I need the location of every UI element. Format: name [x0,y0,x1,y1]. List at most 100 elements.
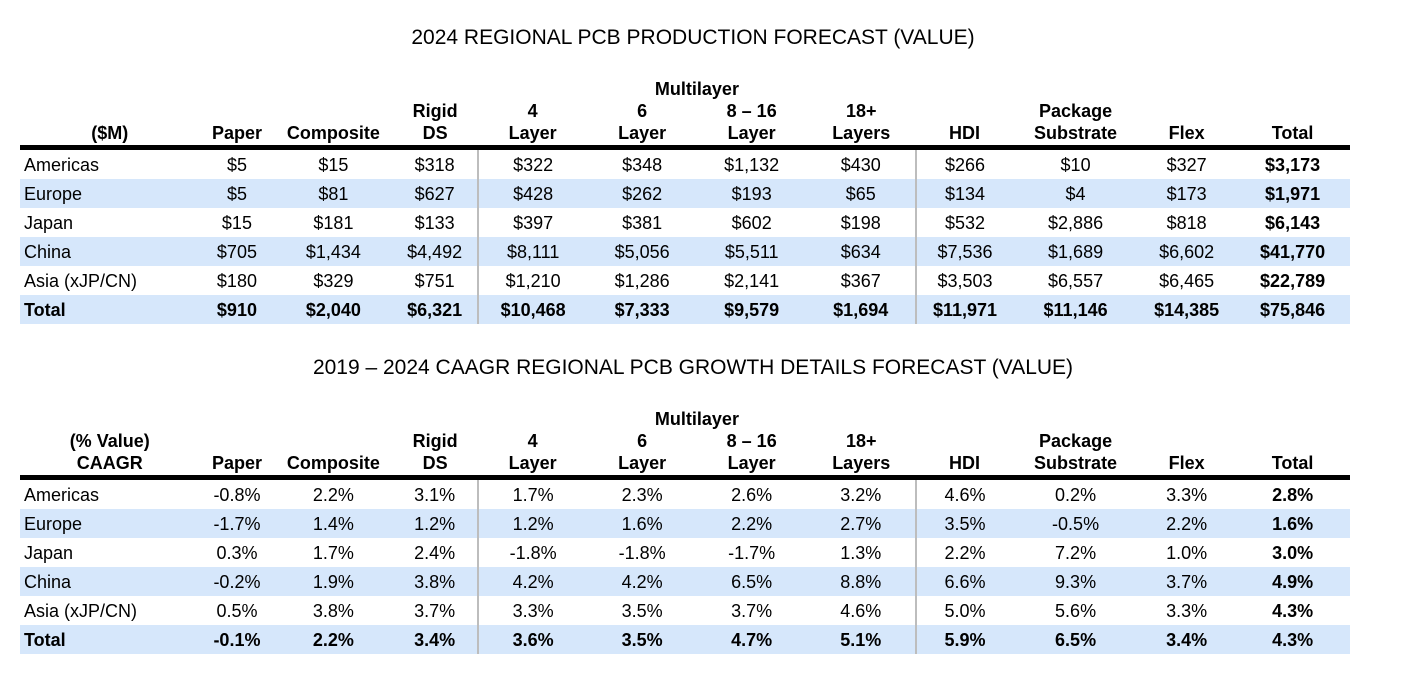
multilayer-group-header: Multilayer [654,79,739,99]
cell-composite: $181 [313,212,354,233]
cell-flex: $818 [1166,212,1207,233]
cell-package-substrate: 0.2% [1055,484,1097,505]
cell-6-layer: 2.3% [621,484,663,505]
column-header-total: Total [1235,100,1350,150]
column-header-18-plus-layers: 18+ Layers [806,100,916,150]
cell-4-layer: $322 [476,147,588,179]
column-header-total: Total [1235,430,1350,480]
cell-flex: 3.7% [1138,567,1236,596]
cell-paper: $5 [199,179,275,208]
cell-paper: $910 [199,295,275,324]
column-header-paper: Paper [199,100,275,150]
cell-total: 2.8% [1272,484,1314,505]
column-header-line: 18+ [845,101,877,121]
column-header-line: HDI [948,453,980,473]
cell-4-layer: 3.6% [476,625,588,654]
column-header-line: Layers [832,123,891,143]
cell-paper: $705 [199,237,275,266]
cell-6-layer: $348 [622,154,663,175]
cell-6-layer: $381 [622,212,663,233]
cell-rigid-ds: $318 [414,154,455,175]
column-header-line: 8 – 16 [726,101,777,121]
cell-4-layer: 1.2% [476,509,588,538]
cell-4-layer: 4.2% [476,567,588,596]
cell-8-16-layer: $9,579 [696,295,807,324]
column-header-line: Flex [1168,123,1205,143]
cell-composite: 1.7% [312,542,354,563]
cell-paper: -0.2% [199,567,275,596]
column-header-line: Layer [508,453,557,473]
cell-hdi: 5.9% [914,625,1013,654]
column-header-line: Layer [618,123,667,143]
cell-8-16-layer: $5,511 [696,237,807,266]
column-header-line: Layers [832,453,891,473]
cell-flex: $14,385 [1138,295,1236,324]
column-header-line: Substrate [1034,453,1118,473]
cell-8-16-layer: $2,141 [724,270,780,291]
cell-flex: 1.0% [1166,542,1208,563]
table-row: Japan $15 $181 $133 $397 $381 $602 $198 $532 $2,8… [20,208,1350,237]
corner-header-line: (% Value) [69,431,150,451]
column-header-4-layer: 4 Layer [477,100,588,150]
column-header-row: ($M) Paper Composite Rigid DS 4 Layer 6 Layer 8 –… [20,100,1350,150]
cell-hdi: $266 [914,147,1013,179]
group-header-row: Multilayer [20,408,1350,430]
cell-rigid-ds: 2.4% [414,542,456,563]
table-row: China -0.2% 1.9% 3.8% 4.2% 4.2% 6.5% 8.8% 6.6% 9.… [20,567,1350,596]
cell-rigid-ds: $6,321 [392,295,478,324]
cell-package-substrate: $4 [1012,179,1139,208]
region-label: Americas [24,154,100,175]
column-header-6-layer: 6 Layer [587,430,697,480]
cell-paper: $180 [216,270,257,291]
table-row: Europe $5 $81 $627 $428 $262 $193 $65 $134 $4 $173… [20,179,1350,208]
cell-18-plus-layers: $367 [840,270,881,291]
column-header-flex: Flex [1138,100,1236,150]
cell-6-layer: -1.8% [618,542,666,563]
column-header-line: Rigid [412,101,458,121]
cell-flex: 3.3% [1166,484,1208,505]
cell-composite: $1,434 [274,237,393,266]
region-label: Americas [24,484,100,505]
region-label: Total [20,295,200,324]
cell-paper: -1.7% [199,509,275,538]
cell-18-plus-layers: $1,694 [806,295,916,324]
cell-package-substrate: 9.3% [1012,567,1139,596]
cell-18-plus-layers: 8.8% [806,567,916,596]
cell-4-layer: $428 [476,179,588,208]
column-header-6-layer: 6 Layer [587,100,697,150]
column-header-composite: Composite [274,430,393,480]
cell-total: $75,846 [1235,295,1350,324]
column-header-line: Paper [211,123,262,143]
table-row: Asia (xJP/CN) $180 $329 $751 $1,210 $1,286 $2,… [20,266,1350,295]
production-forecast-table: Multilayer ($M) Paper Composite Rigid DS 4 Laye… [20,78,1350,324]
column-header-rigid-ds: Rigid DS [392,100,478,150]
cell-flex: $6,465 [1159,270,1215,291]
cell-8-16-layer: 2.6% [731,484,773,505]
cell-6-layer: $5,056 [587,237,697,266]
cell-paper: $15 [221,212,252,233]
cell-6-layer: 1.6% [587,509,697,538]
cell-rigid-ds: $751 [414,270,455,291]
cell-hdi: $134 [914,179,1013,208]
cell-flex: 3.3% [1166,600,1208,621]
cell-6-layer: $1,286 [614,270,670,291]
multilayer-group-header: Multilayer [654,409,739,429]
total-row: Total -0.1% 2.2% 3.4% 3.6% 3.5% 4.7% 5.1% 5.9% 6.… [20,625,1350,654]
column-header-paper: Paper [199,430,275,480]
cell-18-plus-layers: 3.2% [840,484,882,505]
column-header-line: 6 [637,101,648,121]
column-header-8-16-layer: 8 – 16 Layer [696,100,807,150]
cell-paper: 0.5% [216,600,258,621]
cell-8-16-layer: 3.7% [731,600,773,621]
column-header-package-substrate: Package Substrate [1012,430,1139,480]
column-header-line: Total [1271,123,1314,143]
table2-title: 2019 – 2024 CAAGR REGIONAL PCB GROWTH DE… [312,356,1074,379]
column-header-18-plus-layers: 18+ Layers [806,430,916,480]
cell-flex: 3.4% [1138,625,1236,654]
cell-composite: $329 [313,270,354,291]
column-header-hdi: HDI [915,430,1013,480]
region-label: Japan [24,212,74,233]
region-label: Japan [24,542,74,563]
column-header-hdi: HDI [915,100,1013,150]
cell-8-16-layer: 4.7% [696,625,807,654]
